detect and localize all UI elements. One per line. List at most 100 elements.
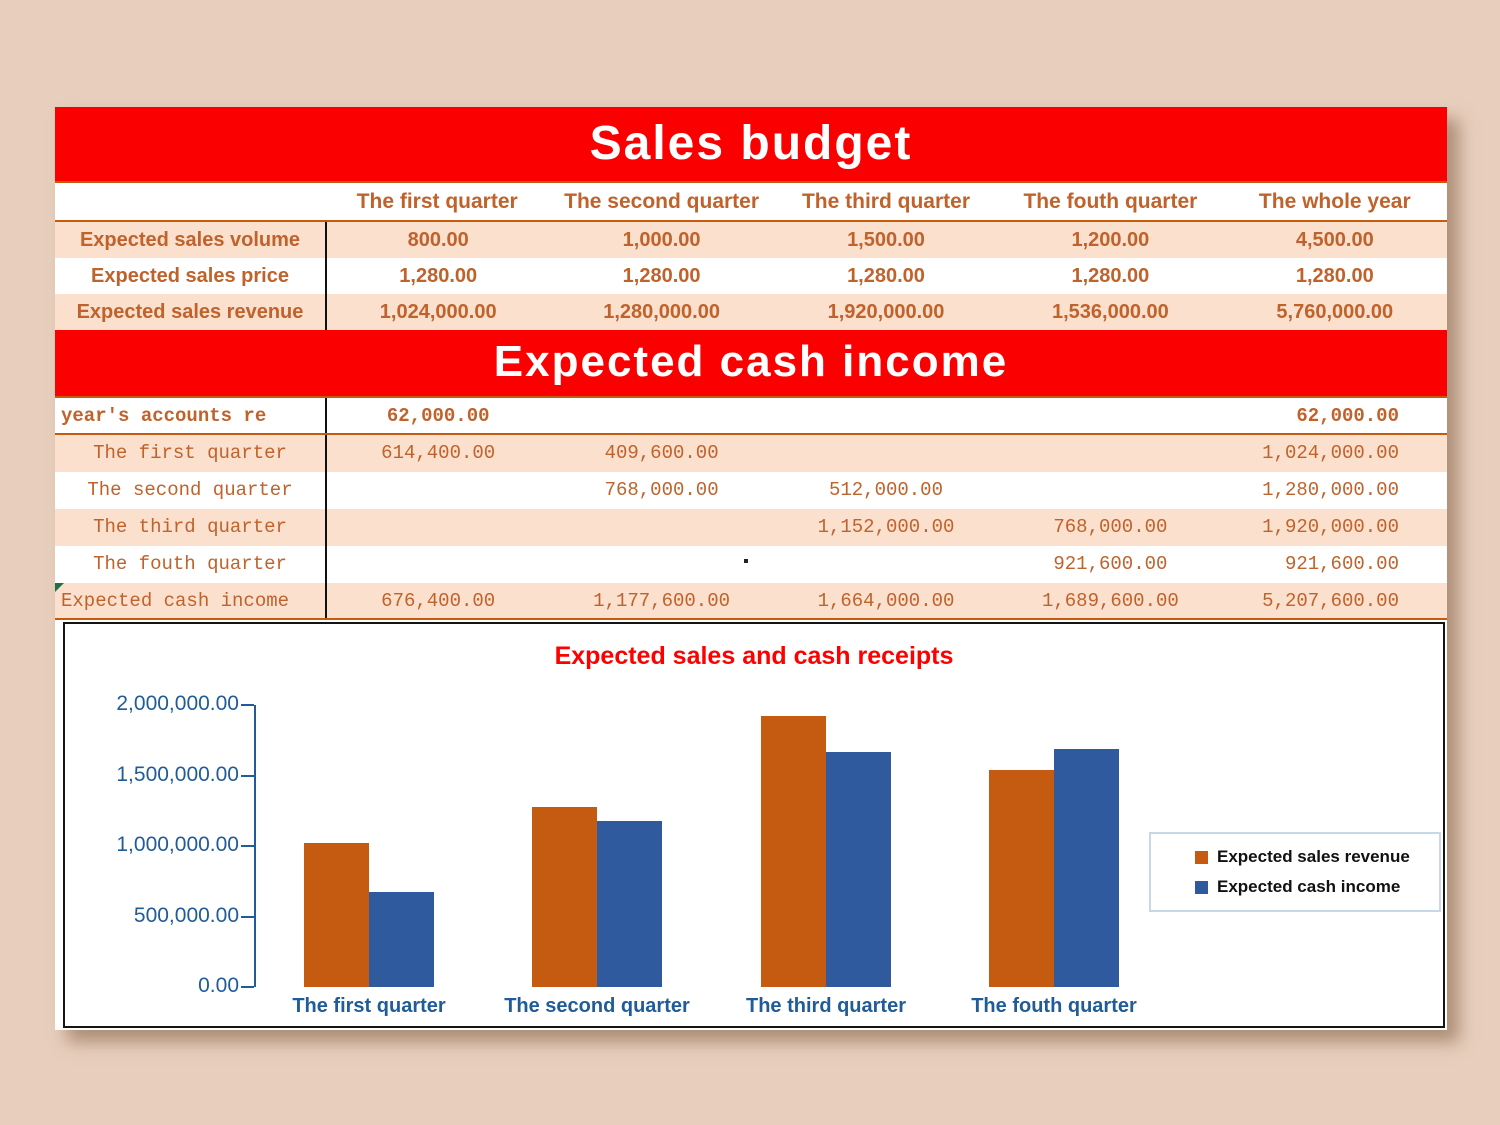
row-label: Expected sales price [91,265,289,287]
cell-value: 1,280.00 [622,265,701,287]
x-axis-label: The first quarter [292,995,446,1017]
cell-value: 921,600.00 [1053,553,1168,575]
table-header-row: The first quarter The second quarter The t… [55,183,1447,222]
cell-value [325,509,549,546]
cell-value [774,546,998,583]
y-tick-label: 1,000,000.00 [116,833,239,856]
x-axis-label: The second quarter [504,995,690,1017]
sales-budget-table: The first quarter The second quarter The t… [55,183,1447,330]
cell-value: 62,000.00 [1296,405,1399,427]
table-row: year's accounts re 62,000.00 62,000.00 [55,398,1447,435]
cell-value: 1,280.00 [847,265,925,287]
y-axis-line [254,705,256,987]
y-tick-label: 1,500,000.00 [116,762,239,786]
cell-value: 1,664,000.00 [817,590,955,612]
y-axis-tick [241,774,254,777]
cell-value [998,472,1222,509]
cell-value: 768,000.00 [604,479,719,501]
y-tick-label: 0.00 [198,974,239,997]
cell-value [325,546,549,583]
cell-value: 800.00 [325,222,549,258]
y-tick-label: 2,000,000.00 [116,692,239,715]
cell-value: 614,400.00 [325,435,549,472]
cell-value [549,546,773,583]
chart-title: Expected sales and cash receipts [554,642,954,670]
legend-swatch-expected-cash-income [1195,880,1208,894]
cell-value: 1,152,000.00 [817,516,955,538]
column-header: The fouth quarter [1023,190,1198,213]
legend-label: Expected sales revenue [1217,847,1410,866]
cell-value: 5,760,000.00 [1276,301,1394,323]
legend-swatch-expected-sales-revenue [1195,850,1208,864]
column-header: The third quarter [801,190,970,213]
cell-value [998,398,1222,433]
cell-value: 676,400.00 [325,583,549,618]
legend-label: Expected cash income [1217,877,1401,896]
bar-expected-sales-revenue [761,716,826,987]
column-header: The whole year [1258,190,1411,213]
row-label: The first quarter [93,442,287,464]
table-row: The third quarter 1,152,000.00 768,000.00 1… [55,509,1447,546]
cell-value [774,435,998,472]
table-row: Expected cash income 676,400.00 1,177,600.… [55,583,1447,620]
stray-dot [744,559,748,563]
cell-value [549,398,773,433]
cell-value: 1,280,000.00 [1262,479,1399,501]
y-axis-tick [241,915,254,918]
cell-value: 1,280,000.00 [603,301,720,323]
y-axis-tick [241,704,254,706]
bar-expected-sales-revenue [989,770,1054,987]
row-label: year's accounts re [61,405,267,427]
column-header: The second quarter [564,190,760,213]
cash-income-title: Expected cash income [493,337,1009,386]
cell-value: 1,280.00 [1071,265,1150,287]
cell-value: 921,600.00 [1284,553,1399,575]
bar-expected-cash-income [369,892,434,987]
cell-value: 5,207,600.00 [1262,590,1399,612]
corner-cell [55,183,325,220]
y-axis-tick [241,845,254,847]
spreadsheet-preview: Sales budget The first quarter The second… [55,107,1447,1030]
bar-expected-cash-income [597,821,662,987]
bar-expected-sales-revenue [532,807,597,987]
x-axis-label: The fouth quarter [971,995,1137,1017]
error-indicator-triangle [55,583,64,592]
column-header: The first quarter [356,190,518,213]
cell-value: 512,000.00 [828,479,943,501]
chart: Expected sales and cash receipts 2,000,0… [63,622,1445,1028]
x-axis-label: The third quarter [745,995,906,1017]
cell-value: 1,280.00 [325,258,549,294]
sales-budget-title: Sales budget [589,117,913,170]
bar-expected-cash-income [826,752,891,987]
row-label: The fouth quarter [93,553,287,575]
cell-value: 768,000.00 [1053,516,1168,538]
cell-value: 1,500.00 [847,229,925,251]
y-axis-tick [241,986,254,988]
cell-value [325,472,549,509]
cell-value: 1,280.00 [1295,265,1374,287]
row-label: Expected sales revenue [76,301,304,323]
row-label: Expected sales volume [79,229,301,251]
table-row: Expected sales volume 800.00 1,000.00 1,500… [55,222,1447,258]
row-label: The third quarter [93,516,287,538]
table-row: Expected sales revenue 1,024,000.00 1,280,… [55,294,1447,330]
cash-income-table: year's accounts re 62,000.00 62,000.00 The … [55,398,1447,620]
table-row: The second quarter 768,000.00 512,000.00 1,… [55,472,1447,509]
bar-expected-sales-revenue [304,843,369,987]
cell-value: 62,000.00 [325,398,549,433]
row-label: The second quarter [87,479,293,501]
cash-income-banner: Expected cash income [55,330,1447,398]
cell-value: 1,000.00 [622,229,701,251]
legend-item: Expected sales revenue [1195,842,1433,872]
table-row: The first quarter 614,400.00 409,600.00 1,0… [55,435,1447,472]
table-row: The fouth quarter 921,600.00 921,600.00 [55,546,1447,583]
chart-legend: Expected sales revenue Expected cash inco… [1149,832,1441,912]
bar-expected-cash-income [1054,749,1119,987]
legend-item: Expected cash income [1195,872,1433,902]
cell-value: 1,024,000.00 [1262,442,1399,464]
sales-budget-banner: Sales budget [55,107,1447,183]
cell-value: 1,689,600.00 [1041,590,1179,612]
cell-value: 4,500.00 [1295,229,1374,251]
cell-value [774,398,998,433]
